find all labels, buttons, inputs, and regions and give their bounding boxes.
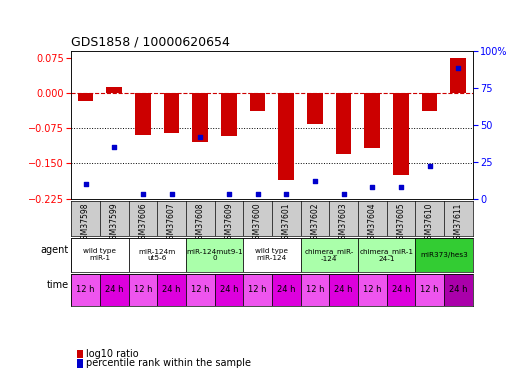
Text: GSM37603: GSM37603 <box>339 202 348 244</box>
Bar <box>100 274 129 306</box>
Text: GSM37607: GSM37607 <box>167 202 176 244</box>
Text: GSM37599: GSM37599 <box>110 202 119 244</box>
Text: 12 h: 12 h <box>306 285 324 294</box>
Bar <box>393 93 409 175</box>
Text: GSM37602: GSM37602 <box>310 202 319 244</box>
Point <box>81 181 90 187</box>
Text: 24 h: 24 h <box>277 285 296 294</box>
Point <box>167 191 176 197</box>
Bar <box>272 274 300 306</box>
Text: agent: agent <box>40 245 69 255</box>
Text: 12 h: 12 h <box>363 285 382 294</box>
Text: 12 h: 12 h <box>77 285 95 294</box>
Bar <box>307 93 323 123</box>
Bar <box>129 238 186 272</box>
Text: 24 h: 24 h <box>392 285 410 294</box>
Text: GSM37598: GSM37598 <box>81 202 90 244</box>
Text: 24 h: 24 h <box>162 285 181 294</box>
Bar <box>358 274 386 306</box>
Text: GSM37604: GSM37604 <box>367 202 377 244</box>
Bar <box>192 93 208 142</box>
Text: GDS1858 / 10000620654: GDS1858 / 10000620654 <box>71 35 230 48</box>
Bar <box>415 274 444 306</box>
Bar <box>300 238 358 272</box>
Point <box>110 144 118 150</box>
Point <box>310 178 319 184</box>
Text: 12 h: 12 h <box>134 285 152 294</box>
Text: chimera_miR-1
24-1: chimera_miR-1 24-1 <box>360 248 413 262</box>
Text: 24 h: 24 h <box>449 285 467 294</box>
Bar <box>358 238 415 272</box>
Bar <box>444 274 473 306</box>
Text: miR-124mut9-1
0: miR-124mut9-1 0 <box>186 249 243 261</box>
Text: chimera_miR-
-124: chimera_miR- -124 <box>305 248 354 262</box>
Point <box>139 191 147 197</box>
Bar <box>415 238 473 272</box>
Point <box>397 184 405 190</box>
Text: GSM37611: GSM37611 <box>454 202 463 244</box>
Text: GSM37610: GSM37610 <box>425 202 434 244</box>
Bar <box>250 93 266 111</box>
Bar <box>71 238 129 272</box>
Point <box>454 65 463 71</box>
Point <box>282 191 290 197</box>
Text: log10 ratio: log10 ratio <box>86 349 139 359</box>
Bar <box>78 93 93 101</box>
Text: GSM37608: GSM37608 <box>196 202 205 244</box>
Text: percentile rank within the sample: percentile rank within the sample <box>86 358 251 368</box>
Bar <box>129 274 157 306</box>
Bar <box>186 238 243 272</box>
Bar <box>450 58 466 93</box>
Bar <box>243 274 272 306</box>
Bar <box>300 274 329 306</box>
Bar <box>157 274 186 306</box>
Bar <box>364 93 380 148</box>
Point <box>253 191 262 197</box>
Bar <box>221 93 237 136</box>
Bar <box>278 93 294 180</box>
Text: GSM37600: GSM37600 <box>253 202 262 244</box>
Bar <box>164 93 180 133</box>
Point <box>340 191 348 197</box>
Text: miR-124m
ut5-6: miR-124m ut5-6 <box>139 249 176 261</box>
Bar <box>214 274 243 306</box>
Point <box>196 134 204 140</box>
Bar <box>386 274 415 306</box>
Text: GSM37606: GSM37606 <box>138 202 147 244</box>
Bar <box>135 93 151 135</box>
Bar <box>71 274 100 306</box>
Bar <box>336 93 352 154</box>
Point <box>426 163 434 169</box>
Bar <box>422 93 437 111</box>
Bar <box>106 87 122 93</box>
Text: GSM37601: GSM37601 <box>282 202 291 244</box>
Text: 12 h: 12 h <box>248 285 267 294</box>
Text: GSM37609: GSM37609 <box>224 202 233 244</box>
Point <box>225 191 233 197</box>
Text: 12 h: 12 h <box>420 285 439 294</box>
Text: wild type
miR-124: wild type miR-124 <box>256 249 288 261</box>
Bar <box>186 274 214 306</box>
Point <box>368 184 376 190</box>
Bar <box>243 238 300 272</box>
Text: 24 h: 24 h <box>334 285 353 294</box>
Text: 24 h: 24 h <box>105 285 124 294</box>
Text: GSM37605: GSM37605 <box>397 202 406 244</box>
Text: 24 h: 24 h <box>220 285 238 294</box>
Bar <box>329 274 358 306</box>
Text: time: time <box>46 280 69 290</box>
Text: 12 h: 12 h <box>191 285 210 294</box>
Text: miR373/hes3: miR373/hes3 <box>420 252 468 258</box>
Text: wild type
miR-1: wild type miR-1 <box>83 249 117 261</box>
